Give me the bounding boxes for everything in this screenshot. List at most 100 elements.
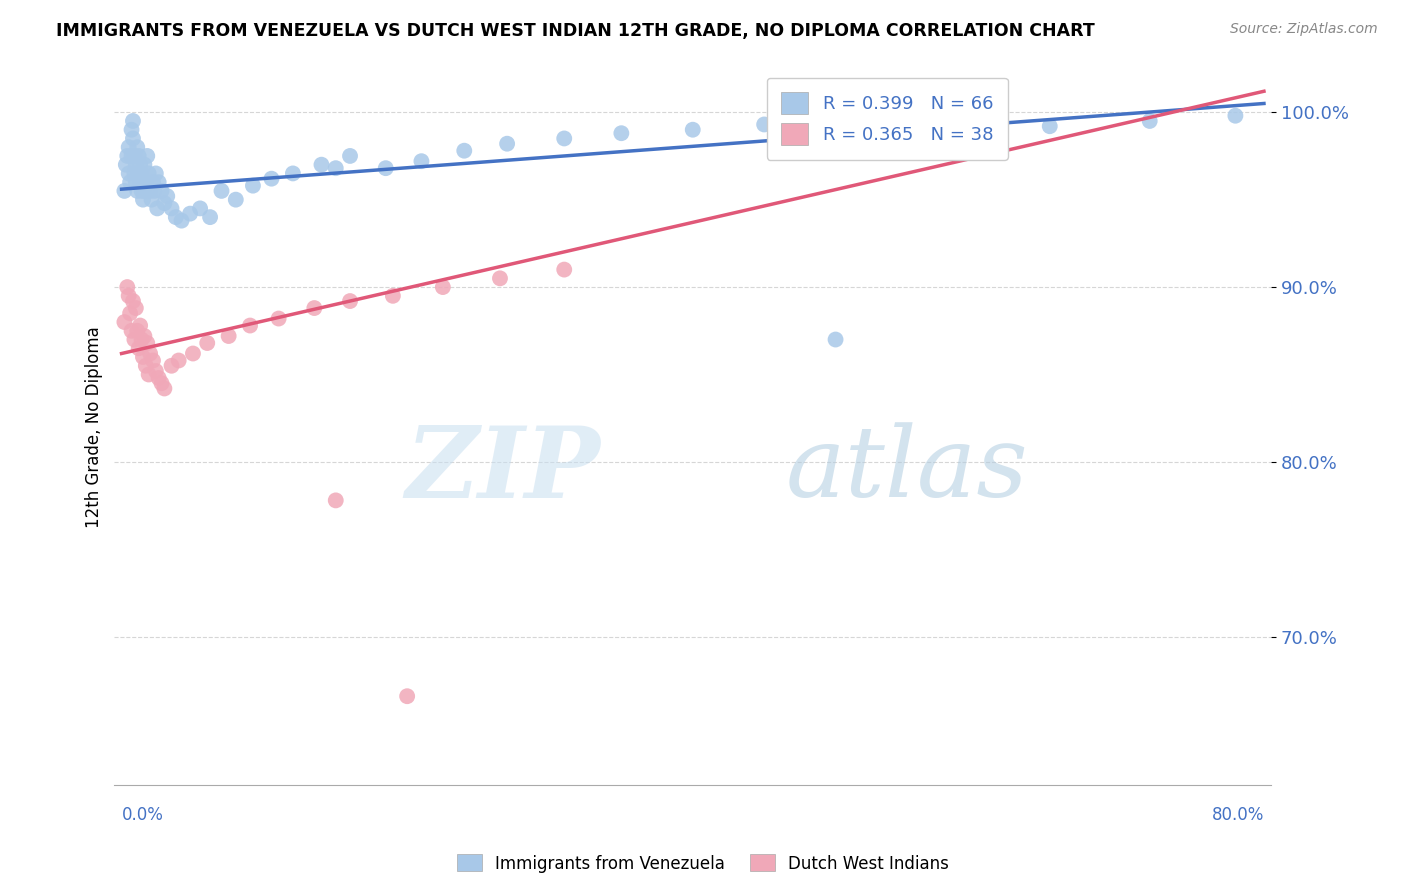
Point bbox=[125, 158, 148, 172]
Y-axis label: 12th Grade, No Diploma: 12th Grade, No Diploma bbox=[86, 326, 103, 528]
Point bbox=[167, 353, 190, 368]
Point bbox=[138, 368, 160, 382]
Point bbox=[128, 166, 150, 180]
Point bbox=[281, 166, 304, 180]
Point bbox=[136, 149, 159, 163]
Point bbox=[129, 175, 152, 189]
Point bbox=[489, 271, 512, 285]
Point bbox=[198, 210, 221, 224]
Point bbox=[1039, 120, 1062, 134]
Text: Source: ZipAtlas.com: Source: ZipAtlas.com bbox=[1230, 22, 1378, 37]
Point bbox=[124, 166, 146, 180]
Point bbox=[134, 184, 156, 198]
Point bbox=[135, 175, 157, 189]
Point bbox=[112, 184, 135, 198]
Point bbox=[121, 149, 143, 163]
Point bbox=[496, 136, 519, 151]
Point bbox=[122, 114, 145, 128]
Text: 0.0%: 0.0% bbox=[121, 806, 163, 824]
Point bbox=[339, 149, 361, 163]
Point bbox=[225, 193, 247, 207]
Point bbox=[128, 149, 150, 163]
Point bbox=[118, 166, 141, 180]
Point bbox=[127, 324, 149, 338]
Point bbox=[325, 161, 347, 176]
Legend: R = 0.399   N = 66, R = 0.365   N = 38: R = 0.399 N = 66, R = 0.365 N = 38 bbox=[766, 78, 1008, 160]
Point bbox=[117, 280, 139, 294]
Point bbox=[118, 140, 141, 154]
Legend: Immigrants from Venezuela, Dutch West Indians: Immigrants from Venezuela, Dutch West In… bbox=[450, 847, 956, 880]
Point bbox=[396, 690, 419, 704]
Point bbox=[121, 324, 143, 338]
Point bbox=[131, 184, 153, 198]
Point bbox=[311, 158, 333, 172]
Point bbox=[127, 184, 149, 198]
Point bbox=[824, 333, 846, 347]
Point bbox=[114, 158, 136, 172]
Point bbox=[142, 175, 165, 189]
Point bbox=[120, 306, 142, 320]
Point bbox=[153, 196, 176, 211]
Point bbox=[131, 166, 153, 180]
Point bbox=[411, 154, 433, 169]
Point bbox=[153, 382, 176, 396]
Point bbox=[181, 346, 204, 360]
Point bbox=[139, 346, 162, 360]
Point bbox=[1139, 114, 1161, 128]
Point bbox=[146, 202, 169, 216]
Point bbox=[160, 202, 183, 216]
Point bbox=[112, 315, 135, 329]
Text: IMMIGRANTS FROM VENEZUELA VS DUTCH WEST INDIAN 12TH GRADE, NO DIPLOMA CORRELATIO: IMMIGRANTS FROM VENEZUELA VS DUTCH WEST … bbox=[56, 22, 1095, 40]
Point bbox=[160, 359, 183, 373]
Point bbox=[553, 131, 575, 145]
Point bbox=[132, 193, 155, 207]
Point bbox=[267, 311, 290, 326]
Point bbox=[239, 318, 262, 333]
Point bbox=[218, 329, 240, 343]
Point bbox=[188, 202, 211, 216]
Point bbox=[432, 280, 454, 294]
Point bbox=[453, 144, 475, 158]
Text: ZIP: ZIP bbox=[405, 422, 600, 518]
Point bbox=[339, 294, 361, 309]
Point bbox=[148, 371, 170, 385]
Point bbox=[139, 184, 162, 198]
Point bbox=[195, 336, 218, 351]
Point bbox=[138, 166, 160, 180]
Point bbox=[132, 350, 155, 364]
Point bbox=[752, 118, 775, 132]
Point bbox=[211, 184, 233, 198]
Point bbox=[121, 122, 143, 136]
Point bbox=[374, 161, 396, 176]
Point bbox=[553, 262, 575, 277]
Text: atlas: atlas bbox=[786, 422, 1028, 517]
Point bbox=[128, 341, 150, 355]
Point bbox=[170, 213, 193, 227]
Point bbox=[134, 158, 156, 172]
Point bbox=[242, 178, 264, 193]
Point bbox=[143, 184, 166, 198]
Point bbox=[136, 336, 159, 351]
Point bbox=[610, 126, 633, 140]
Point bbox=[132, 175, 155, 189]
Point bbox=[325, 493, 347, 508]
Point bbox=[145, 364, 167, 378]
Point bbox=[179, 207, 201, 221]
Point bbox=[120, 175, 142, 189]
Point bbox=[124, 149, 146, 163]
Point bbox=[260, 171, 283, 186]
Point bbox=[150, 184, 173, 198]
Point bbox=[145, 166, 167, 180]
Point bbox=[125, 175, 148, 189]
Point bbox=[118, 289, 141, 303]
Point bbox=[682, 122, 704, 136]
Point bbox=[127, 140, 149, 154]
Text: 80.0%: 80.0% bbox=[1212, 806, 1264, 824]
Point bbox=[131, 333, 153, 347]
Point bbox=[150, 376, 173, 391]
Point bbox=[135, 359, 157, 373]
Point bbox=[124, 333, 146, 347]
Point bbox=[125, 301, 148, 315]
Point bbox=[129, 158, 152, 172]
Point bbox=[381, 289, 404, 303]
